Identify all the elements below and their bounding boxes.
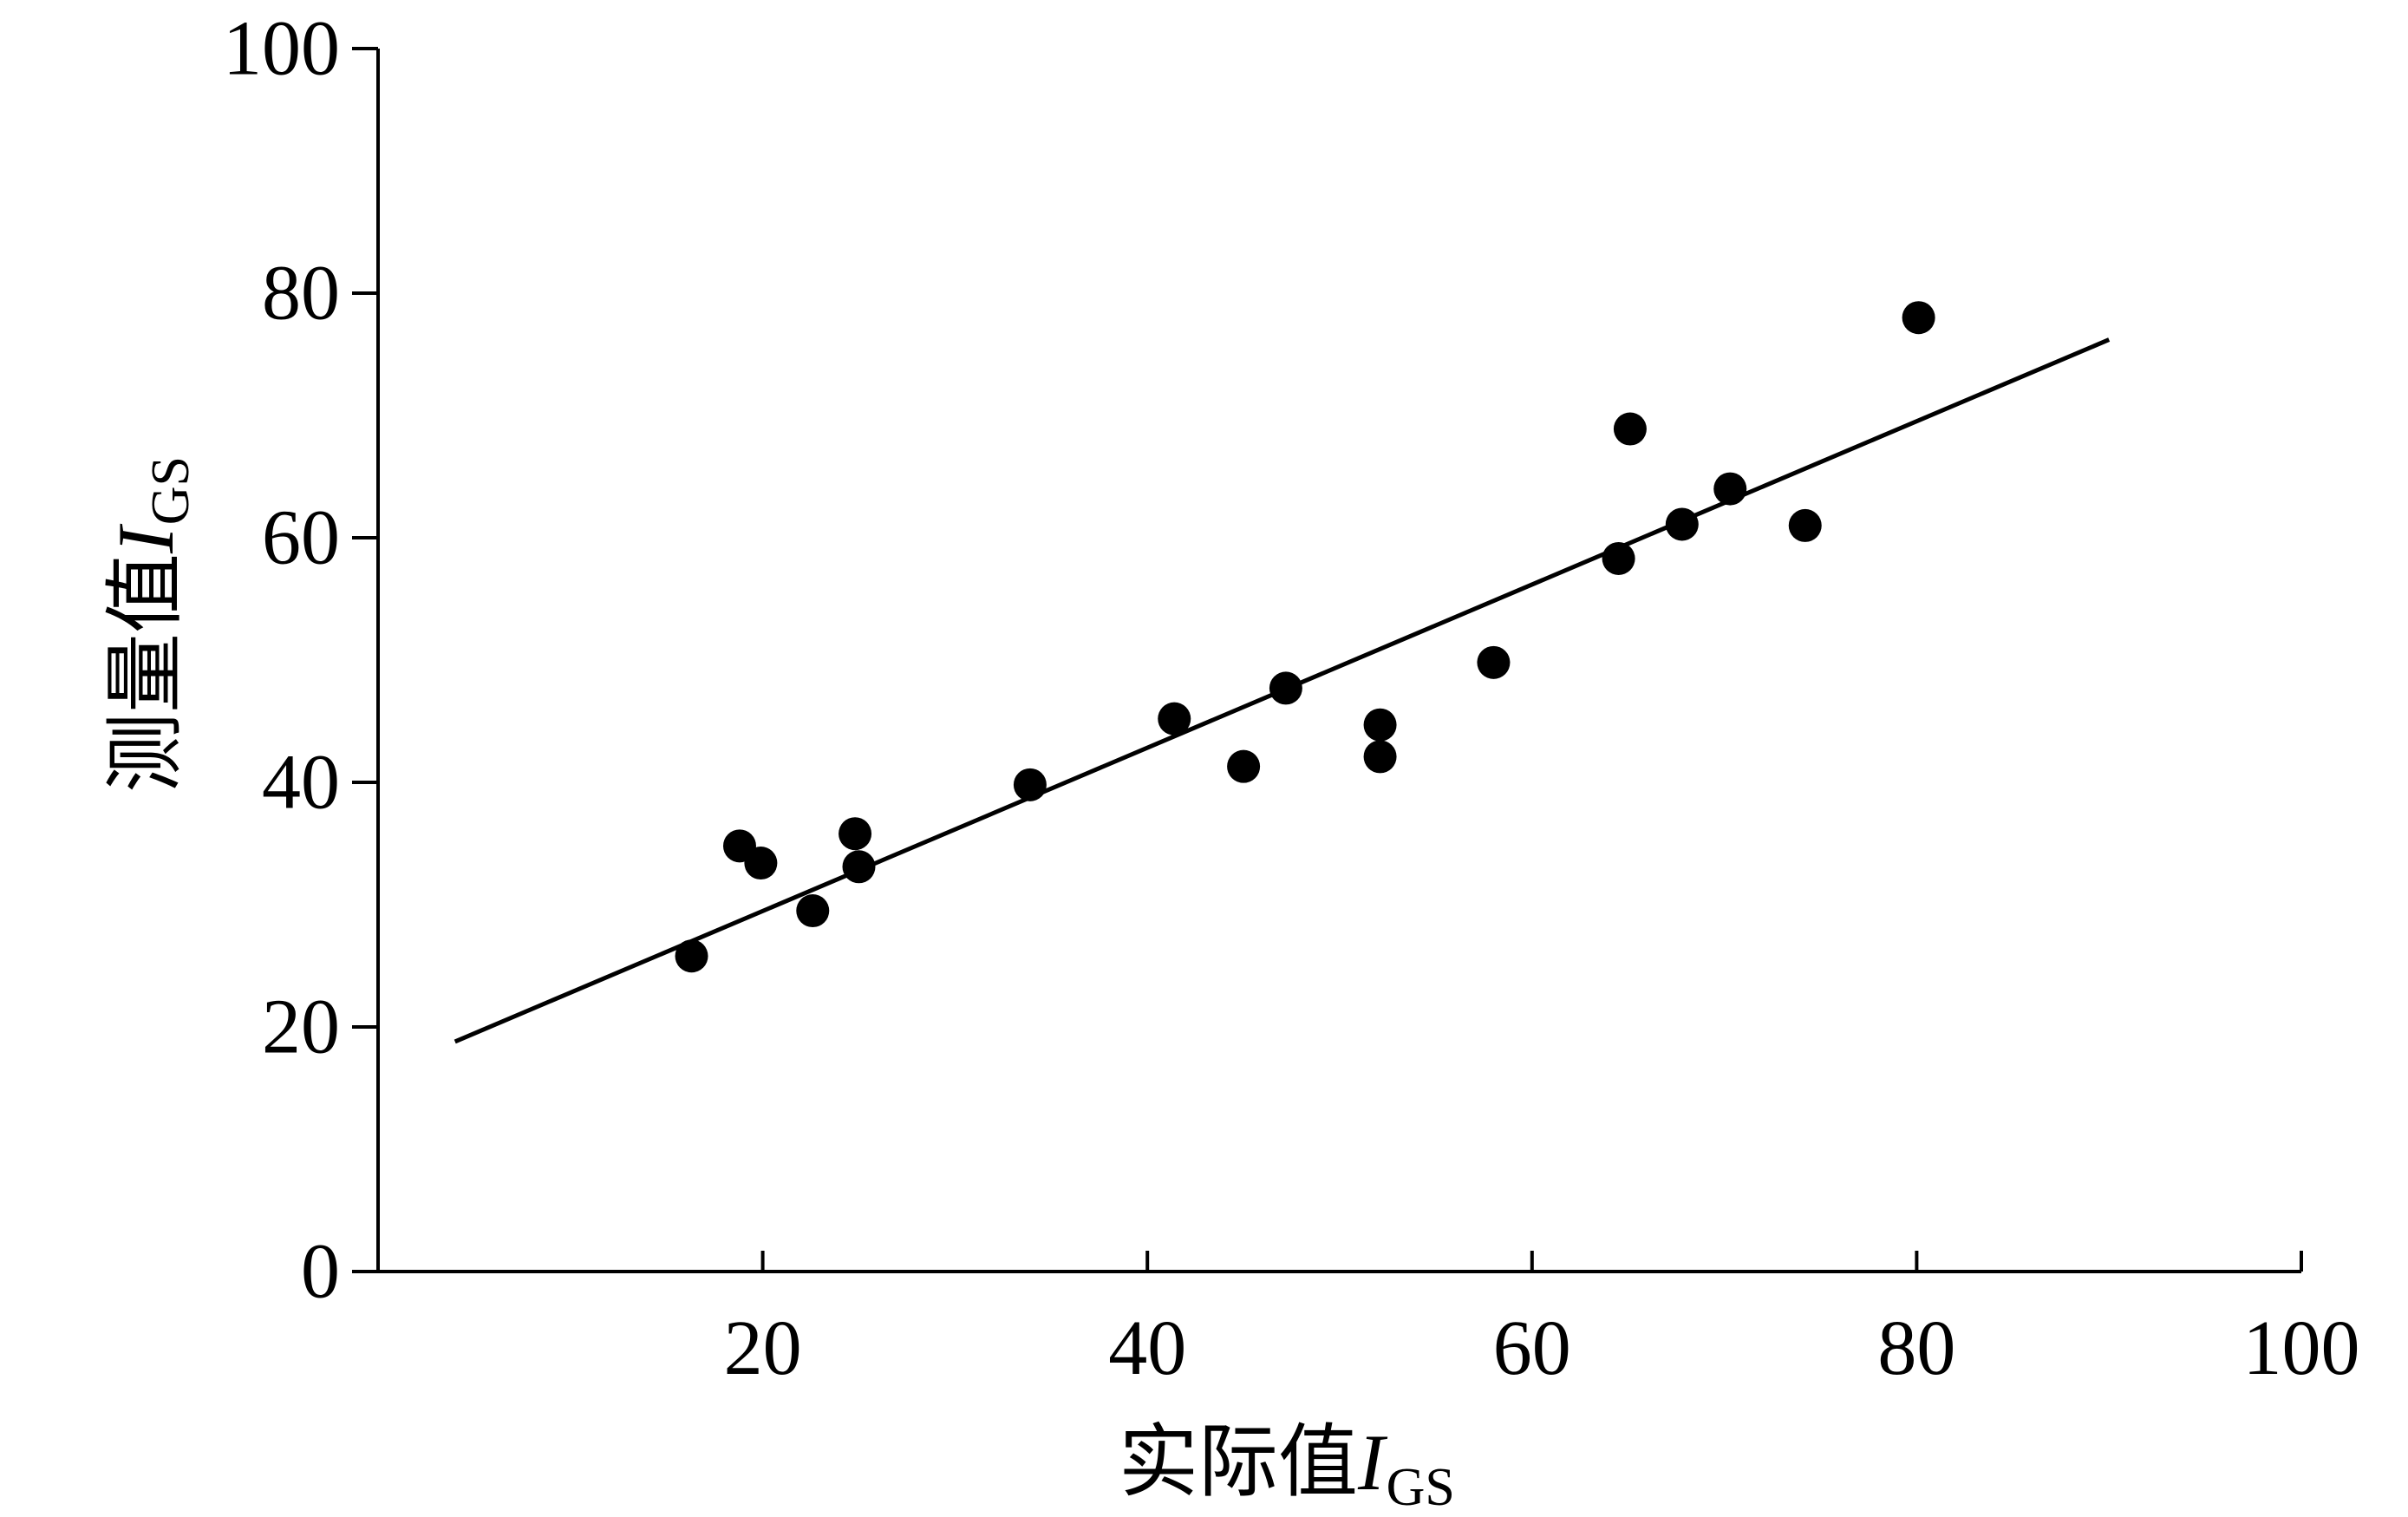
data-point xyxy=(1602,541,1635,575)
data-point xyxy=(1902,301,1935,335)
data-point xyxy=(1713,472,1747,506)
data-point xyxy=(1665,507,1699,541)
x-axis-title: 实际值IGS xyxy=(1119,1422,1455,1514)
y-tick-label: 60 xyxy=(262,495,340,581)
data-point xyxy=(1613,412,1647,446)
data-point xyxy=(796,894,830,928)
y-tick-label: 100 xyxy=(223,6,340,92)
data-point xyxy=(675,939,708,973)
data-points-layer xyxy=(675,301,1935,973)
axes: 0 20 40 60 80 100 20 40 60 80 100 xyxy=(223,6,2360,1392)
x-tick-label: 40 xyxy=(1108,1305,1186,1391)
y-tick-label: 0 xyxy=(301,1229,340,1315)
y-axis-title: 测量值IGS xyxy=(101,456,200,793)
data-point xyxy=(744,847,778,880)
y-axis-title-prefix: 测量值 xyxy=(101,553,190,793)
data-point xyxy=(1788,508,1822,542)
y-axis-title-subscript: GS xyxy=(141,456,200,526)
y-tick-label: 20 xyxy=(262,984,340,1070)
data-point xyxy=(1363,708,1397,742)
data-point xyxy=(839,817,872,851)
x-tick-label: 80 xyxy=(1877,1305,1955,1391)
data-point xyxy=(1013,768,1047,801)
x-tick-label: 20 xyxy=(724,1305,802,1391)
x-axis-title-prefix: 实际值 xyxy=(1119,1418,1359,1507)
data-point xyxy=(842,850,876,884)
x-axis-title-subscript: GS xyxy=(1386,1458,1455,1517)
y-tick-label: 40 xyxy=(262,740,340,826)
x-tick-label: 100 xyxy=(2243,1305,2360,1391)
data-point xyxy=(1477,645,1511,679)
x-axis-title-symbol: I xyxy=(1358,1418,1385,1507)
y-axis-title-symbol: I xyxy=(101,526,190,553)
data-point xyxy=(1227,749,1261,783)
data-point xyxy=(1158,702,1191,736)
x-tick-label: 60 xyxy=(1493,1305,1571,1391)
y-tick-label: 80 xyxy=(262,251,340,337)
data-point xyxy=(1363,740,1397,774)
data-point xyxy=(1269,671,1302,705)
